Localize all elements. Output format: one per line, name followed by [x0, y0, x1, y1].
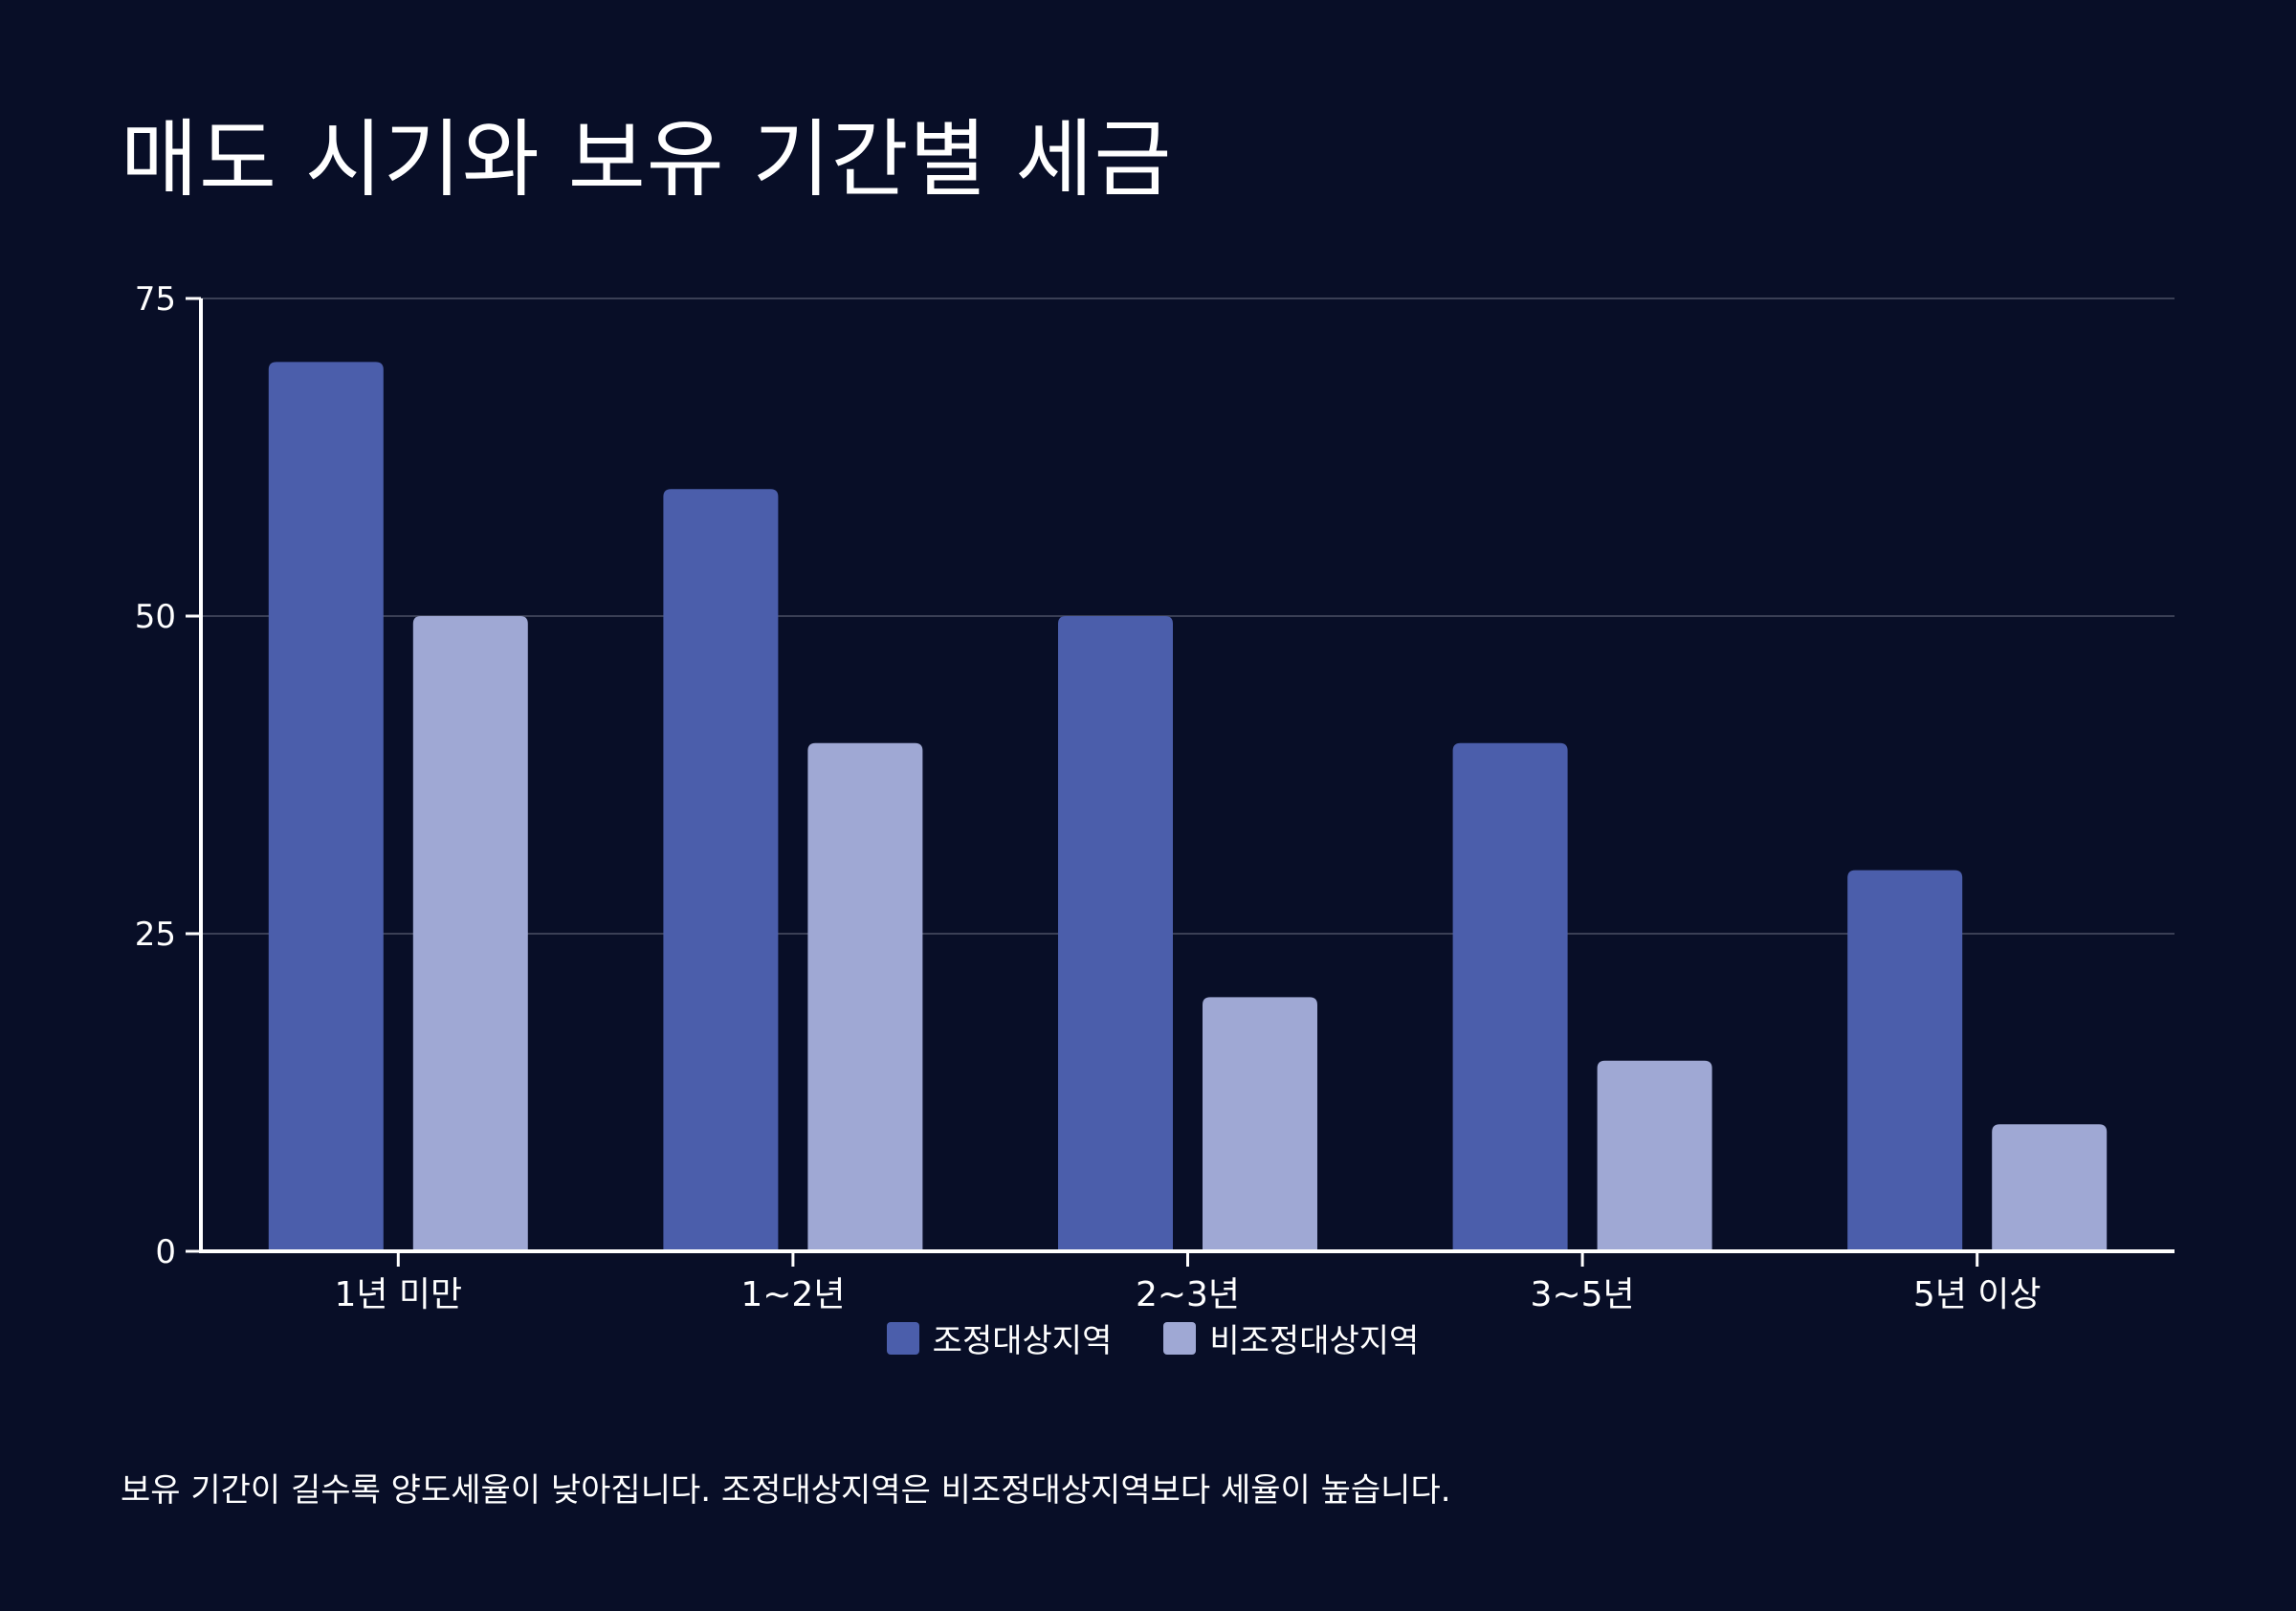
bar-series-2 [1203, 997, 1317, 1251]
x-tick-label: 1년 미만 [334, 1275, 462, 1314]
y-tick-label: 0 [155, 1233, 176, 1271]
x-tick-label: 3~5년 [1531, 1275, 1635, 1314]
bar-series-2 [807, 742, 923, 1251]
bar-series-1 [663, 489, 779, 1251]
legend: 조정대상지역 비조정대상지역 [0, 1314, 2296, 1361]
bar-series-2 [412, 616, 528, 1251]
chart-title: 매도 시기와 보유 기간별 세금 [121, 110, 1173, 209]
y-tick-label: 50 [135, 598, 176, 636]
x-tick-label: 2~3년 [1136, 1275, 1240, 1314]
legend-swatch-series-1 [886, 1321, 919, 1355]
caption: 보유 기간이 길수록 양도세율이 낮아집니다. 조정대상지역은 비조정대상지역보… [121, 1471, 1451, 1510]
bar-series-1 [268, 362, 384, 1251]
legend-label-series-1: 조정대상지역 [932, 1322, 1113, 1360]
y-tick-label: 25 [135, 916, 176, 954]
bar-series-1 [1452, 742, 1568, 1251]
bar-series-2 [1597, 1060, 1712, 1251]
legend-item-series-1: 조정대상지역 [886, 1314, 1113, 1361]
bar-series-1 [1058, 616, 1173, 1251]
y-tick-label: 75 [135, 280, 176, 319]
x-tick-label: 5년 이상 [1913, 1275, 2042, 1314]
bar-series-1 [1847, 870, 1963, 1251]
bar-series-2 [1992, 1124, 2108, 1251]
legend-item-series-2: 비조정대상지역 [1163, 1314, 1419, 1361]
legend-swatch-series-2 [1163, 1321, 1197, 1355]
legend-label-series-2: 비조정대상지역 [1209, 1322, 1420, 1360]
x-tick-label: 1~2년 [740, 1275, 845, 1314]
